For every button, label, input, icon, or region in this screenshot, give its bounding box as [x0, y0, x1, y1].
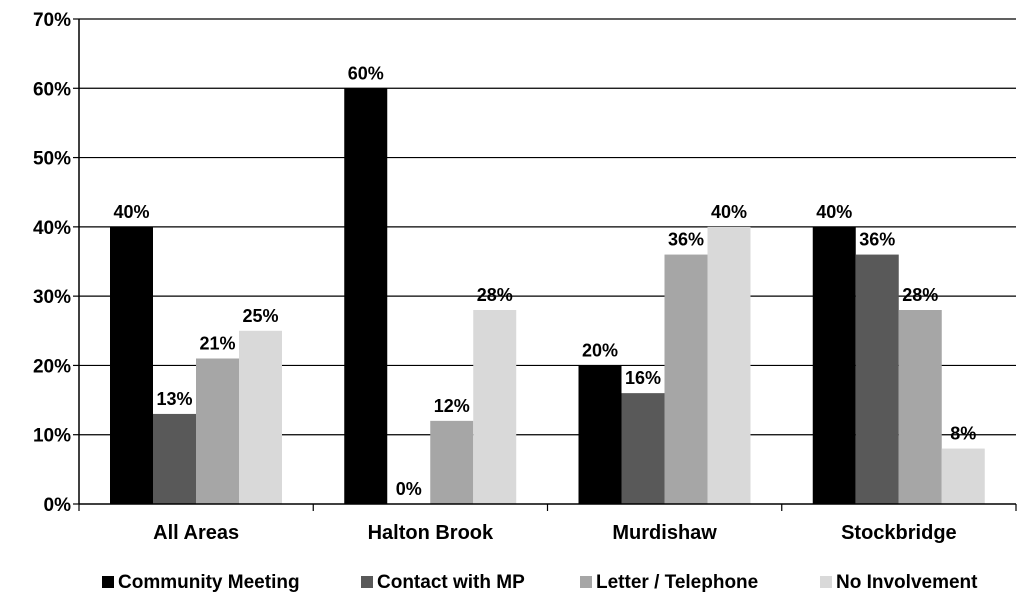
data-label: 60%: [348, 63, 384, 83]
x-category-label: Murdishaw: [612, 522, 717, 544]
legend-swatch: [361, 576, 373, 588]
y-tick-label: 60%: [33, 79, 71, 100]
data-label: 28%: [902, 285, 938, 305]
bar: [898, 310, 942, 504]
bar: [239, 330, 282, 504]
legend-label: Contact with MP: [377, 572, 525, 593]
legend-label: Letter / Telephone: [596, 572, 758, 593]
y-tick-label: 20%: [33, 356, 71, 377]
data-label: 25%: [242, 306, 278, 326]
y-tick-label: 70%: [33, 10, 71, 31]
bar: [578, 365, 622, 504]
bar: [473, 310, 517, 504]
x-category-label: Stockbridge: [841, 522, 957, 544]
bars: [110, 88, 985, 505]
y-tick-label: 0%: [44, 495, 72, 516]
legend-label: No Involvement: [836, 572, 978, 593]
y-tick-label: 50%: [33, 149, 71, 170]
legend-label: Community Meeting: [118, 572, 300, 593]
data-label: 20%: [582, 340, 618, 360]
data-label: 21%: [199, 334, 235, 354]
legend-swatch: [102, 576, 114, 588]
data-label: 13%: [156, 389, 192, 409]
data-label: 0%: [396, 479, 422, 499]
bar: [812, 226, 856, 504]
data-label: 40%: [816, 202, 852, 222]
bar: [621, 393, 665, 504]
data-label: 12%: [434, 396, 470, 416]
x-category-label: All Areas: [153, 522, 239, 544]
bar: [941, 448, 985, 504]
data-label: 36%: [668, 230, 704, 250]
bar: [344, 88, 388, 505]
data-label: 28%: [477, 285, 513, 305]
y-tick-label: 40%: [33, 218, 71, 239]
data-label: 36%: [859, 230, 895, 250]
data-label: 8%: [950, 424, 976, 444]
bar: [153, 413, 196, 504]
bar: [196, 358, 239, 504]
bar: [664, 254, 708, 504]
bar: [110, 226, 153, 504]
bar: [707, 226, 751, 504]
legend-swatch: [820, 576, 832, 588]
axes: [73, 18, 1017, 511]
data-label: 16%: [625, 368, 661, 388]
y-tick-label: 30%: [33, 287, 71, 308]
bar: [430, 420, 474, 504]
labels: 0% 10% 20% 30% 40% 50% 60% 70% 40% 13% 21% 25% All A…: [33, 10, 976, 544]
x-category-label: Halton Brook: [368, 522, 494, 544]
bar: [855, 254, 899, 504]
legend-swatch: [580, 576, 592, 588]
data-label: 40%: [113, 202, 149, 222]
data-label: 40%: [711, 202, 747, 222]
legend: Community Meeting Contact with MP Letter /…: [102, 572, 978, 593]
y-tick-label: 10%: [33, 426, 71, 447]
